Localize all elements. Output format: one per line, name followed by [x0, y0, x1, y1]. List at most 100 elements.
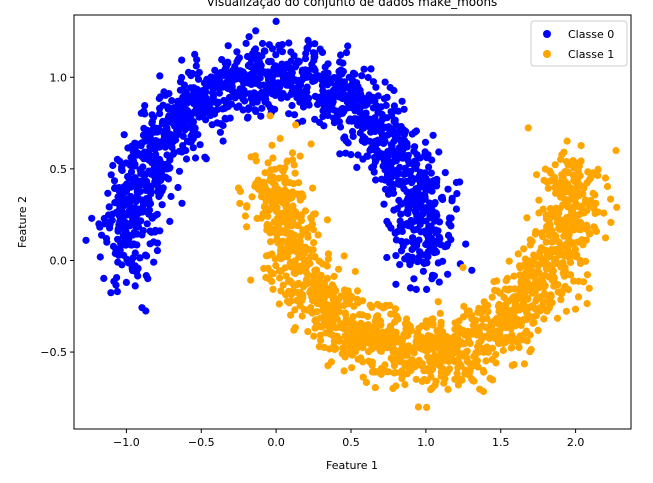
point-classe-1 — [544, 184, 552, 192]
point-classe-0 — [428, 156, 436, 164]
point-classe-1 — [476, 331, 484, 339]
point-classe-0 — [212, 98, 220, 106]
point-classe-1 — [431, 381, 439, 389]
point-classe-0 — [215, 89, 223, 97]
point-classe-1 — [359, 297, 367, 305]
point-classe-1 — [294, 267, 302, 275]
point-classe-1 — [460, 302, 468, 310]
point-classe-1 — [303, 262, 311, 271]
point-classe-0 — [210, 79, 218, 87]
point-classe-1 — [466, 367, 474, 375]
point-classe-1 — [298, 312, 306, 320]
point-classe-0 — [202, 95, 210, 103]
point-classe-0 — [441, 169, 449, 177]
point-classe-1 — [291, 306, 299, 314]
point-classe-1 — [368, 303, 376, 311]
point-classe-1 — [307, 140, 315, 148]
point-classe-1 — [390, 362, 398, 370]
point-classe-0 — [367, 65, 375, 73]
point-classe-1 — [445, 365, 454, 373]
point-classe-1 — [262, 252, 271, 260]
point-classe-0 — [267, 57, 275, 65]
point-classe-0 — [397, 247, 406, 255]
point-classe-0 — [191, 154, 200, 162]
point-classe-0 — [281, 92, 289, 100]
point-classe-1 — [530, 304, 538, 312]
point-classe-0 — [285, 39, 293, 47]
point-classe-1 — [313, 299, 321, 308]
point-classe-1 — [327, 358, 335, 366]
point-classe-1 — [508, 343, 516, 351]
point-classe-0 — [168, 131, 176, 139]
point-classe-1 — [268, 141, 276, 149]
point-classe-1 — [302, 275, 311, 284]
point-classe-0 — [179, 142, 187, 150]
point-classe-1 — [357, 320, 365, 328]
point-classe-1 — [518, 291, 526, 299]
point-classe-0 — [383, 163, 391, 171]
point-classe-1 — [569, 190, 577, 198]
point-classe-0 — [224, 103, 232, 111]
point-classe-0 — [176, 78, 185, 86]
point-classe-1 — [575, 211, 583, 219]
point-classe-1 — [446, 350, 454, 358]
point-classe-1 — [417, 360, 425, 368]
point-classe-0 — [243, 52, 252, 61]
point-classe-0 — [411, 143, 419, 151]
point-classe-1 — [587, 196, 595, 205]
point-classe-1 — [574, 293, 583, 301]
point-classe-0 — [427, 222, 435, 230]
point-classe-0 — [422, 217, 430, 225]
point-classe-0 — [432, 226, 440, 234]
point-classe-1 — [288, 212, 296, 220]
point-classe-0 — [213, 119, 221, 127]
point-classe-1 — [409, 345, 417, 353]
point-classe-0 — [134, 272, 142, 280]
point-classe-0 — [219, 137, 227, 145]
point-classe-1 — [254, 176, 262, 184]
point-classe-0 — [445, 219, 453, 227]
x-tick-label: 0.0 — [267, 436, 285, 449]
point-classe-1 — [331, 345, 339, 353]
point-classe-1 — [389, 384, 397, 393]
point-classe-0 — [208, 109, 216, 117]
point-classe-0 — [444, 185, 452, 193]
point-classe-1 — [533, 295, 541, 303]
point-classe-1 — [439, 328, 447, 336]
point-classe-0 — [164, 105, 172, 113]
point-classe-1 — [332, 287, 340, 295]
point-classe-1 — [283, 157, 292, 165]
point-classe-1 — [412, 375, 420, 383]
point-classe-0 — [159, 184, 167, 192]
point-classe-0 — [416, 248, 424, 256]
point-classe-1 — [459, 263, 467, 272]
point-classe-0 — [247, 70, 255, 78]
point-classe-1 — [564, 248, 573, 256]
point-classe-1 — [575, 277, 583, 285]
point-classe-1 — [286, 259, 294, 267]
point-classe-1 — [269, 154, 277, 162]
point-classe-0 — [358, 72, 366, 80]
point-classe-1 — [324, 255, 332, 263]
point-classe-1 — [561, 168, 569, 176]
point-classe-0 — [179, 132, 187, 140]
point-classe-1 — [491, 286, 499, 294]
point-classe-1 — [316, 331, 324, 339]
point-classe-1 — [563, 137, 571, 145]
point-classe-1 — [419, 335, 427, 343]
point-classe-0 — [151, 226, 159, 234]
point-classe-1 — [367, 329, 375, 337]
point-classe-0 — [163, 165, 171, 173]
point-classe-1 — [291, 324, 299, 332]
point-classe-1 — [577, 142, 585, 150]
point-classe-0 — [193, 56, 201, 64]
point-classe-1 — [343, 299, 351, 307]
point-classe-1 — [262, 273, 270, 282]
point-classe-0 — [126, 222, 134, 230]
point-classe-1 — [269, 285, 277, 293]
point-classe-0 — [135, 209, 143, 217]
point-classe-1 — [528, 285, 536, 293]
point-classe-0 — [386, 130, 394, 138]
point-classe-1 — [553, 218, 561, 226]
point-classe-0 — [262, 95, 270, 104]
